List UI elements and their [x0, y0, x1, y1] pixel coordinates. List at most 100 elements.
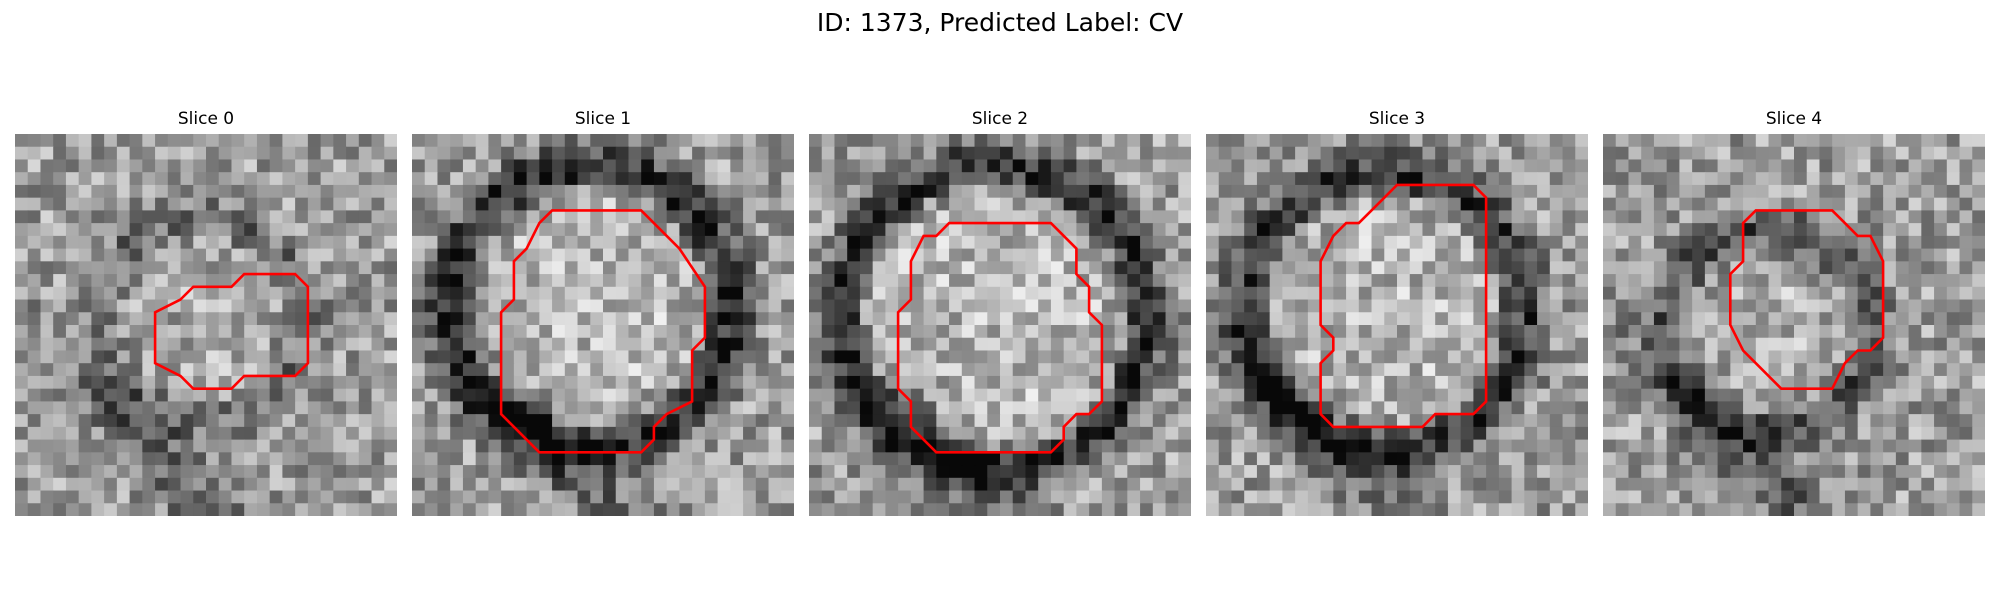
pixel: [1562, 134, 1576, 148]
pixel: [78, 286, 92, 301]
pixel: [1870, 388, 1884, 402]
pixel: [1178, 184, 1191, 199]
pixel: [1231, 325, 1245, 339]
pixel: [1883, 172, 1897, 186]
pixel: [244, 146, 258, 161]
pixel: [577, 350, 591, 364]
pixel: [501, 312, 515, 326]
pixel: [1679, 223, 1693, 237]
pixel: [1857, 159, 1871, 173]
pixel: [1409, 503, 1424, 516]
pixel: [692, 146, 706, 161]
pixel: [1628, 286, 1642, 301]
pixel: [475, 401, 489, 415]
pixel: [1883, 274, 1897, 288]
pixel: [526, 375, 540, 390]
pixel: [1295, 134, 1309, 148]
pixel: [1206, 210, 1220, 224]
pixel: [834, 414, 848, 428]
pixel: [1959, 426, 1973, 441]
pixel: [1575, 261, 1588, 275]
pixel: [307, 223, 322, 237]
pixel: [1101, 235, 1116, 250]
pixel: [961, 223, 976, 237]
pixel: [1447, 159, 1462, 173]
pixel: [539, 414, 553, 428]
pixel: [666, 350, 680, 364]
pixel: [564, 439, 579, 453]
pixel: [872, 388, 886, 402]
pixel: [1946, 350, 1961, 364]
pixel: [768, 197, 782, 211]
pixel: [307, 299, 322, 313]
pixel: [1000, 172, 1014, 186]
pixel: [1806, 375, 1821, 390]
pixel: [1562, 337, 1576, 352]
pixel: [206, 248, 220, 262]
pixel: [1101, 465, 1116, 479]
pixel: [781, 465, 794, 479]
pixel: [1653, 325, 1668, 339]
pixel: [1794, 159, 1808, 173]
pixel: [1844, 197, 1859, 211]
pixel: [987, 223, 1001, 237]
pixel: [91, 210, 105, 224]
pixel: [1307, 299, 1322, 313]
pixel: [1063, 134, 1077, 148]
pixel: [501, 401, 515, 415]
pixel: [155, 439, 169, 453]
pixel: [1409, 197, 1424, 211]
pixel: [129, 146, 143, 161]
pixel: [333, 134, 347, 148]
pixel: [717, 197, 731, 211]
pixel: [15, 274, 29, 288]
pixel: [1908, 248, 1922, 262]
pixel: [936, 477, 950, 492]
pixel: [1358, 146, 1373, 161]
pixel: [116, 375, 131, 390]
pixel: [1076, 235, 1090, 250]
pixel: [1089, 299, 1103, 313]
pixel: [1320, 375, 1334, 390]
pixel: [1460, 248, 1474, 262]
pixel: [641, 426, 655, 441]
pixel: [1256, 490, 1271, 504]
pixel: [501, 452, 515, 466]
pixel: [1511, 197, 1525, 211]
pixel: [666, 134, 680, 148]
pixel: [1422, 363, 1436, 377]
pixel: [412, 248, 426, 262]
pixel: [1114, 465, 1128, 479]
pixel: [1038, 261, 1052, 275]
pixel: [974, 439, 988, 453]
pixel: [450, 172, 464, 186]
pixel: [1127, 452, 1141, 466]
pixel: [781, 184, 794, 199]
pixel: [1256, 350, 1271, 364]
pixel: [539, 223, 553, 237]
pixel: [1384, 401, 1398, 415]
pixel: [961, 452, 976, 466]
pixel: [653, 210, 668, 224]
pixel: [526, 414, 540, 428]
pixel: [1473, 172, 1487, 186]
pixel: [768, 286, 782, 301]
pixel: [1178, 235, 1191, 250]
pixel: [1704, 146, 1719, 161]
pixel: [424, 184, 439, 199]
pixel: [193, 184, 207, 199]
pixel: [1946, 274, 1961, 288]
pixel: [577, 388, 591, 402]
pixel: [1282, 337, 1296, 352]
pixel: [295, 197, 309, 211]
pixel: [1371, 223, 1385, 237]
pixel: [885, 337, 899, 352]
pixel: [1498, 401, 1513, 415]
pixel: [475, 261, 489, 275]
pixel: [333, 325, 347, 339]
pixel: [193, 414, 207, 428]
pixel: [1295, 388, 1309, 402]
pixel: [1743, 439, 1757, 453]
pixel: [231, 159, 245, 173]
pixel: [231, 363, 245, 377]
